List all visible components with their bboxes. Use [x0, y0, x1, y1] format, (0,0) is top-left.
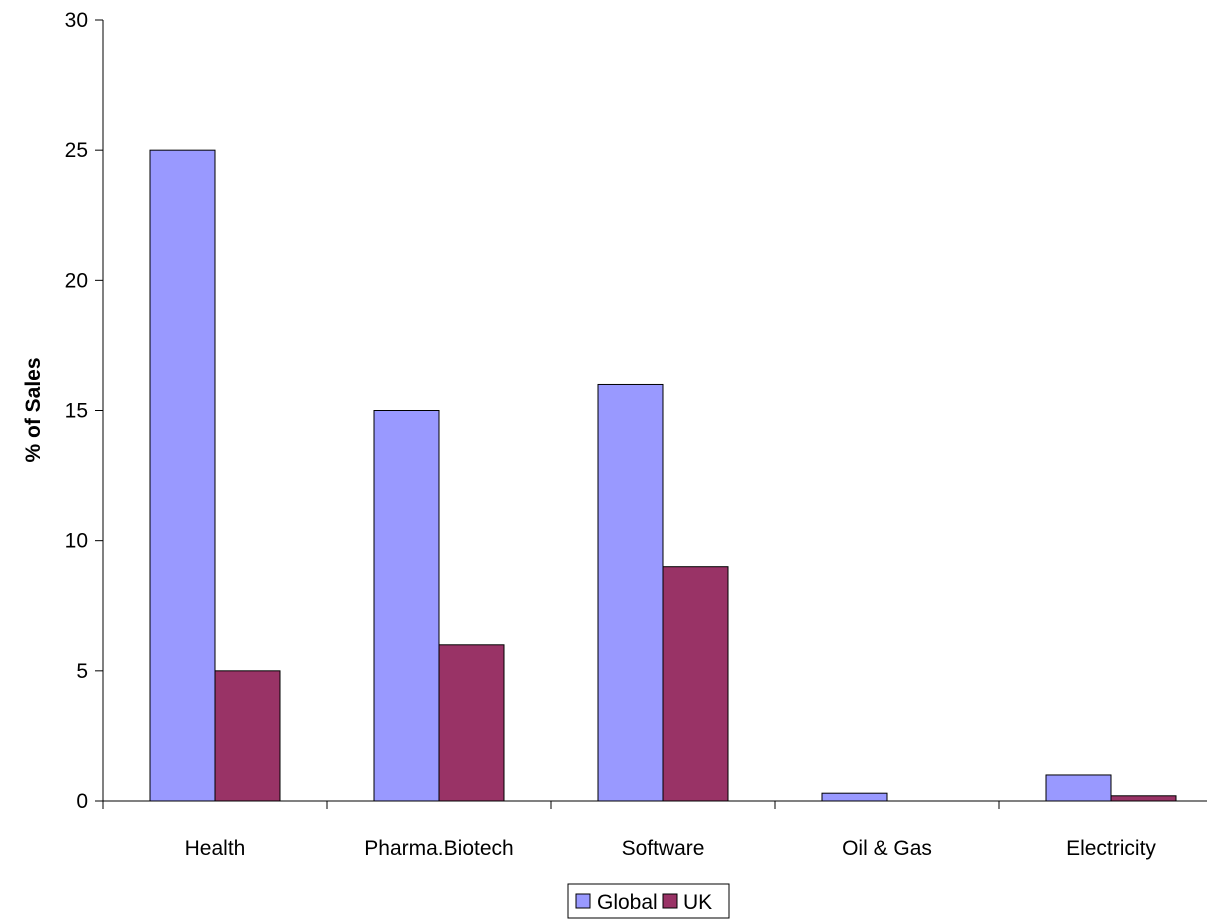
bar-global-3 [821, 792, 888, 802]
bar-uk-1 [438, 644, 505, 802]
y-tick-label: 5 [76, 660, 88, 683]
y-tick-label: 25 [65, 139, 88, 162]
x-ticks-group: Health Pharma.Biotech Software Oil & Gas Ele… [102, 801, 1156, 860]
legend-label-uk: UK [683, 891, 712, 914]
y-tick-label: 10 [65, 530, 88, 553]
x-tick-label: Software [622, 837, 705, 860]
bar-global-1 [373, 410, 440, 802]
legend-box [567, 883, 730, 919]
bar-uk-0 [214, 670, 281, 802]
bar-uk-2 [662, 566, 729, 802]
bar-uk-4 [1110, 795, 1177, 802]
legend: Global UK [567, 883, 730, 919]
y-tick-label: 15 [65, 400, 88, 423]
x-tick-label: Oil & Gas [842, 837, 932, 860]
bar-global-2 [597, 383, 664, 802]
y-axis-title: % of Sales [22, 357, 45, 462]
y-tick-label: 30 [65, 9, 88, 32]
bars-group [149, 149, 1177, 802]
x-tick-label: Pharma.Biotech [364, 837, 513, 860]
bar-global-0 [149, 149, 216, 802]
x-tick-label: Health [185, 837, 246, 860]
legend-swatch-uk [662, 893, 678, 909]
legend-label-global: Global [597, 891, 658, 914]
bar-global-4 [1045, 774, 1112, 802]
legend-swatch-global [575, 893, 591, 909]
x-tick-label: Electricity [1066, 837, 1156, 860]
y-ticks-group: 0 5 10 15 20 25 30 [65, 9, 103, 813]
y-tick-label: 20 [65, 269, 88, 292]
y-tick-label: 0 [76, 790, 88, 813]
